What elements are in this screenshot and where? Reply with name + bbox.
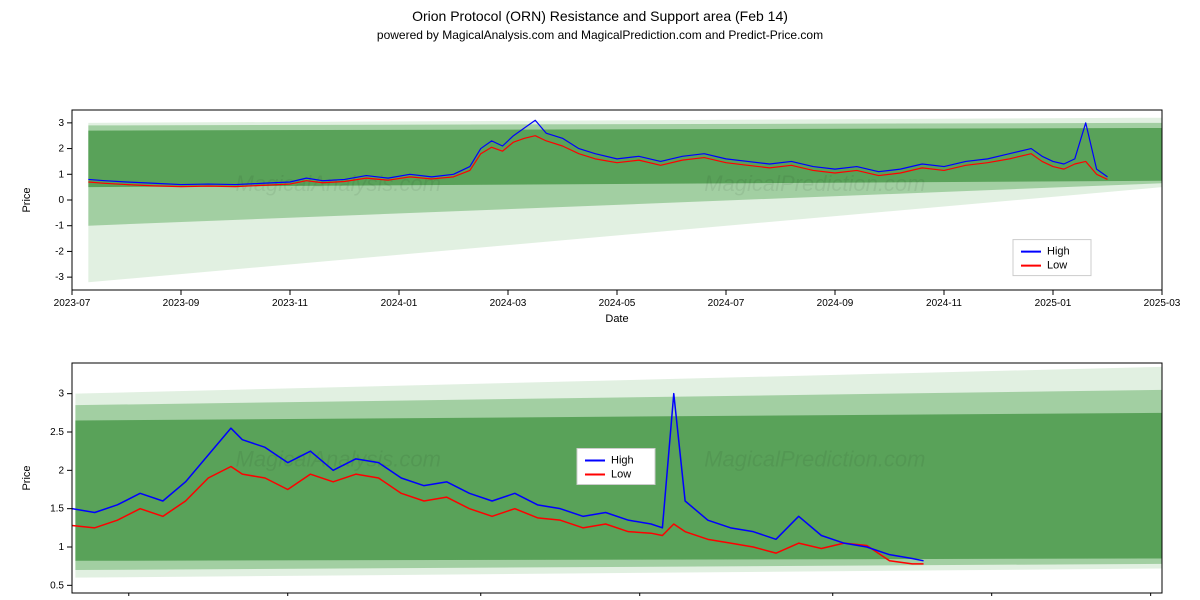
svg-text:2025-03: 2025-03 — [1144, 298, 1181, 309]
svg-text:2024-05: 2024-05 — [599, 298, 636, 309]
svg-text:Date: Date — [605, 313, 628, 325]
svg-text:1: 1 — [58, 169, 64, 180]
svg-text:2025-01: 2025-01 — [1035, 298, 1072, 309]
svg-text:2: 2 — [58, 144, 64, 155]
svg-text:3: 3 — [58, 389, 64, 400]
svg-text:2.5: 2.5 — [50, 427, 64, 438]
svg-text:0.5: 0.5 — [50, 580, 64, 591]
svg-text:-2: -2 — [55, 246, 64, 257]
svg-text:3: 3 — [58, 118, 64, 129]
svg-text:Low: Low — [1047, 260, 1067, 272]
svg-text:MagicalPrediction.com: MagicalPrediction.com — [704, 447, 925, 472]
svg-text:-3: -3 — [55, 272, 64, 283]
svg-text:MagicalPrediction.com: MagicalPrediction.com — [704, 171, 925, 196]
svg-text:High: High — [1047, 246, 1070, 258]
svg-text:2024-11: 2024-11 — [926, 298, 962, 309]
svg-text:1: 1 — [58, 542, 64, 553]
svg-text:2023-09: 2023-09 — [163, 298, 200, 309]
chart-subtitle: powered by MagicalAnalysis.com and Magic… — [0, 24, 1200, 48]
svg-text:2023-07: 2023-07 — [54, 298, 91, 309]
svg-text:2023-11: 2023-11 — [272, 298, 308, 309]
svg-text:2024-01: 2024-01 — [381, 298, 418, 309]
svg-text:Low: Low — [611, 469, 631, 481]
svg-text:2: 2 — [58, 465, 64, 476]
svg-text:0: 0 — [58, 195, 64, 206]
svg-text:Price: Price — [21, 465, 33, 490]
svg-text:2024-03: 2024-03 — [490, 298, 527, 309]
svg-text:2024-09: 2024-09 — [817, 298, 854, 309]
svg-text:-1: -1 — [55, 221, 64, 232]
svg-text:1.5: 1.5 — [50, 504, 64, 515]
svg-text:2024-07: 2024-07 — [708, 298, 745, 309]
charts-svg: MagicalAnalysis.comMagicalPrediction.com… — [0, 48, 1200, 596]
svg-text:Price: Price — [21, 187, 33, 212]
svg-text:High: High — [611, 455, 634, 467]
chart-title: Orion Protocol (ORN) Resistance and Supp… — [0, 0, 1200, 24]
